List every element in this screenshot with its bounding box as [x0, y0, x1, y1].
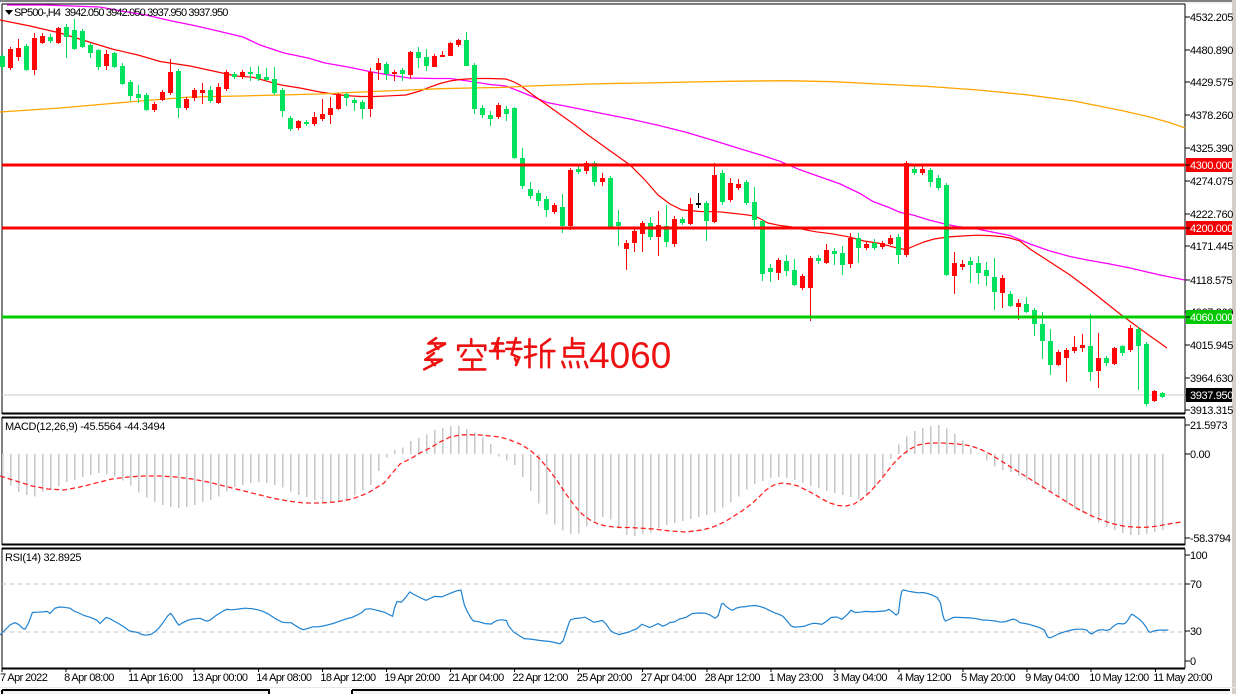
svg-text:7 Apr 2022: 7 Apr 2022 [0, 672, 48, 684]
svg-text:14 Apr 08:00: 14 Apr 08:00 [256, 672, 312, 684]
svg-text:4300.000: 4300.000 [1190, 160, 1233, 172]
svg-text:SP500-,H4 3942.050 3942.050 3: SP500-,H4 3942.050 3942.050 3937.950 393… [14, 7, 228, 19]
svg-text:4378.260: 4378.260 [1190, 110, 1233, 122]
svg-text:4429.575: 4429.575 [1190, 77, 1233, 89]
svg-text:3964.630: 3964.630 [1190, 373, 1233, 385]
svg-text:11 May 20:00: 11 May 20:00 [1153, 672, 1212, 684]
svg-text:4325.390: 4325.390 [1190, 143, 1233, 155]
svg-text:4200.000: 4200.000 [1190, 223, 1233, 235]
svg-text:22 Apr 12:00: 22 Apr 12:00 [513, 672, 569, 684]
svg-text:4274.075: 4274.075 [1190, 176, 1233, 188]
svg-text:4060.000: 4060.000 [1190, 312, 1233, 324]
svg-text:10 May 12:00: 10 May 12:00 [1089, 672, 1149, 684]
svg-text:21 Apr 04:00: 21 Apr 04:00 [448, 672, 504, 684]
svg-text:30: 30 [1190, 626, 1202, 638]
svg-text:9 May 04:00: 9 May 04:00 [1025, 672, 1079, 684]
svg-text:3913.315: 3913.315 [1190, 405, 1233, 417]
svg-text:-58.3794: -58.3794 [1190, 533, 1231, 545]
svg-text:5 May 20:00: 5 May 20:00 [961, 672, 1015, 684]
svg-text:70: 70 [1190, 579, 1202, 591]
svg-text:18 Apr 12:00: 18 Apr 12:00 [320, 672, 376, 684]
svg-text:28 Apr 12:00: 28 Apr 12:00 [705, 672, 761, 684]
svg-text:11 Apr 16:00: 11 Apr 16:00 [128, 672, 183, 684]
svg-text:21.5973: 21.5973 [1190, 420, 1228, 432]
svg-text:4222.760: 4222.760 [1190, 209, 1233, 221]
svg-text:MACD(12,26,9) -45.5564 -44.349: MACD(12,26,9) -45.5564 -44.3494 [5, 421, 165, 433]
svg-text:19 Apr 20:00: 19 Apr 20:00 [384, 672, 440, 684]
svg-text:13 Apr 00:00: 13 Apr 00:00 [192, 672, 248, 684]
svg-text:4118.575: 4118.575 [1190, 275, 1232, 287]
svg-text:0.00: 0.00 [1190, 449, 1210, 461]
svg-text:4532.205: 4532.205 [1190, 12, 1233, 24]
svg-text:4480.890: 4480.890 [1190, 45, 1233, 57]
svg-text:1 May 23:00: 1 May 23:00 [769, 672, 823, 684]
svg-text:8 Apr 08:00: 8 Apr 08:00 [64, 672, 114, 684]
svg-text:27 Apr 04:00: 27 Apr 04:00 [641, 672, 697, 684]
svg-text:RSI(14) 32.8925: RSI(14) 32.8925 [5, 552, 81, 564]
svg-text:4 May 12:00: 4 May 12:00 [897, 672, 951, 684]
svg-text:0: 0 [1190, 656, 1196, 668]
svg-text:3 May 04:00: 3 May 04:00 [833, 672, 887, 684]
svg-text:3937.950: 3937.950 [1190, 390, 1233, 402]
svg-text:100: 100 [1190, 550, 1208, 562]
svg-text:25 Apr 20:00: 25 Apr 20:00 [577, 672, 633, 684]
svg-text:4171.445: 4171.445 [1190, 241, 1233, 253]
svg-text:4015.945: 4015.945 [1190, 340, 1233, 352]
svg-text:4060: 4060 [589, 335, 671, 376]
